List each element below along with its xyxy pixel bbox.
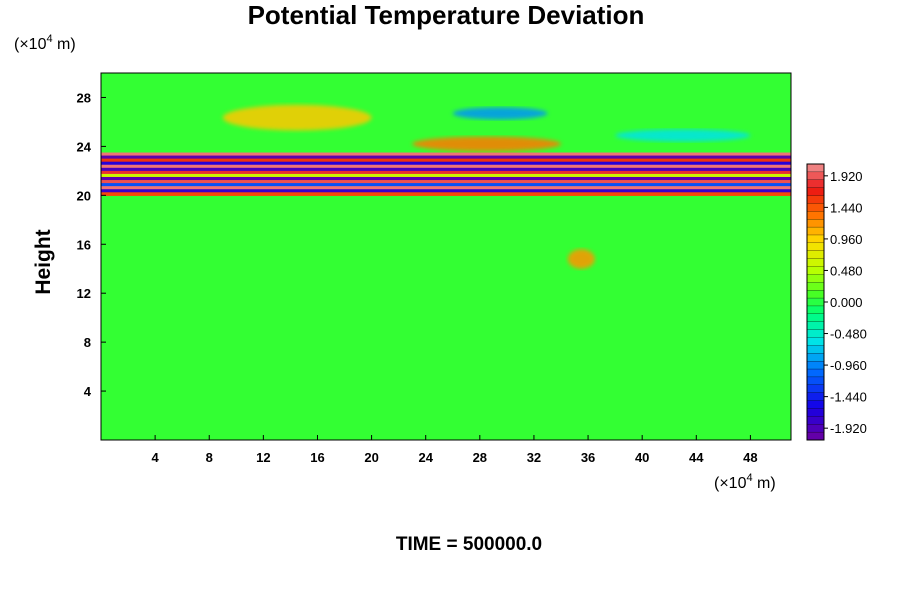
band-stripe xyxy=(101,183,791,187)
field-anomaly xyxy=(452,107,548,120)
y-tick-label: 24 xyxy=(77,139,92,154)
colorbar-swatch xyxy=(806,171,825,181)
time-label: TIME = 500000.0 xyxy=(396,534,542,555)
x-tick-label: 12 xyxy=(256,450,270,465)
colorbar-swatch xyxy=(806,297,825,307)
colorbar-tick-label: 0.000 xyxy=(830,295,863,310)
band-stripe xyxy=(101,155,791,160)
band-stripe xyxy=(101,173,791,178)
colorbar-swatch xyxy=(806,163,825,173)
plot-frame xyxy=(100,72,792,441)
colorbar-tick-label: 0.960 xyxy=(830,232,863,247)
colorbar-tick-label: -0.960 xyxy=(830,358,867,373)
field-anomaly xyxy=(222,104,372,131)
field-anomaly xyxy=(615,129,751,142)
colorbar-swatch xyxy=(806,305,825,315)
colorbar-swatch xyxy=(806,400,825,409)
band-stripe xyxy=(101,170,791,175)
x-tick-label: 24 xyxy=(418,450,433,465)
colorbar-swatch xyxy=(806,313,825,323)
band-stripe xyxy=(101,176,791,181)
colorbar-tick-label: 0.480 xyxy=(830,263,863,278)
x-tick-label: 40 xyxy=(635,450,649,465)
x-tick-label: 20 xyxy=(364,450,378,465)
colorbar-swatch xyxy=(806,282,825,291)
colorbar-swatch xyxy=(806,329,825,338)
field-anomaly xyxy=(412,136,561,152)
feature-layer xyxy=(222,104,751,269)
band-stripe xyxy=(101,158,791,163)
band-stripe xyxy=(101,189,791,193)
colorbar-swatch xyxy=(806,226,825,236)
plot-background xyxy=(101,73,791,440)
colorbar-swatch xyxy=(806,337,825,346)
colorbar-tick-label: -1.440 xyxy=(830,390,867,405)
colorbar-swatch xyxy=(806,376,825,386)
y-tick-label: 12 xyxy=(77,286,91,301)
x-ticks: 4 8 12 16 20 24 28 32 36 40 44 48 xyxy=(152,435,758,465)
colorbar-swatch xyxy=(806,195,825,204)
x-tick-label: 32 xyxy=(527,450,541,465)
colorbar-swatch xyxy=(806,211,825,220)
colorbar-swatch xyxy=(806,392,825,402)
colorbar-swatch xyxy=(806,258,825,267)
x-tick-label: 44 xyxy=(689,450,704,465)
colorbar-swatch xyxy=(806,360,825,370)
y-tick-label: 4 xyxy=(84,384,92,399)
band-stripe xyxy=(101,186,791,190)
x-tick-label: 4 xyxy=(152,450,160,465)
band-stripe xyxy=(101,180,791,184)
colorbar-swatch xyxy=(806,368,825,378)
chart-title: Potential Temperature Deviation xyxy=(248,0,645,30)
colorbar-tick-label: 1.440 xyxy=(830,200,863,215)
colorbar-swatch xyxy=(806,266,825,275)
field-anomaly xyxy=(567,249,595,269)
colorbar-tick-label: 1.920 xyxy=(830,169,863,184)
band-stripe xyxy=(101,167,791,172)
colorbar-swatch xyxy=(806,290,825,299)
colorbar-swatch xyxy=(806,424,825,433)
colorbar-swatch xyxy=(806,179,825,189)
colorbar-swatch xyxy=(806,353,825,362)
colorbar-swatch xyxy=(806,321,825,331)
band-stripe xyxy=(101,152,791,157)
y-tick-label: 8 xyxy=(84,335,91,350)
x-unit-label: (×104 m) xyxy=(714,472,776,492)
y-tick-label: 16 xyxy=(77,237,91,252)
colorbar-tick-label: -0.480 xyxy=(830,327,867,342)
y-axis-label: Height xyxy=(32,229,55,294)
colorbar-swatch xyxy=(806,274,825,283)
band-stripe xyxy=(101,164,791,169)
y-tick-label: 20 xyxy=(77,188,91,203)
x-tick-label: 48 xyxy=(743,450,757,465)
field-layer xyxy=(101,152,791,196)
colorbar-swatch xyxy=(806,431,825,441)
colorbar: 1.920 1.440 0.960 0.480 0.000 -0.480 -0.960 -1.… xyxy=(806,163,867,441)
band-stripe xyxy=(101,192,791,196)
colorbar-swatch xyxy=(806,345,825,354)
band-stripe xyxy=(101,161,791,166)
x-tick-label: 36 xyxy=(581,450,595,465)
colorbar-swatch xyxy=(806,384,825,394)
colorbar-swatch xyxy=(806,203,825,212)
colorbar-swatch xyxy=(806,187,825,196)
y-unit-label: (×104 m) xyxy=(14,33,76,53)
colorbar-swatch xyxy=(806,242,825,252)
plot-area xyxy=(101,73,791,440)
x-tick-label: 28 xyxy=(473,450,487,465)
colorbar-swatch xyxy=(806,219,825,228)
colorbar-swatch xyxy=(806,416,825,425)
x-tick-label: 16 xyxy=(310,450,324,465)
colorbar-swatch xyxy=(806,250,825,260)
colorbar-tick-label: -1.920 xyxy=(830,421,867,436)
y-tick-label: 28 xyxy=(77,90,91,105)
x-tick-label: 8 xyxy=(206,450,213,465)
colorbar-swatch xyxy=(806,408,825,417)
colorbar-swatch xyxy=(806,234,825,244)
y-ticks: 4 8 12 16 20 24 28 xyxy=(77,90,106,399)
